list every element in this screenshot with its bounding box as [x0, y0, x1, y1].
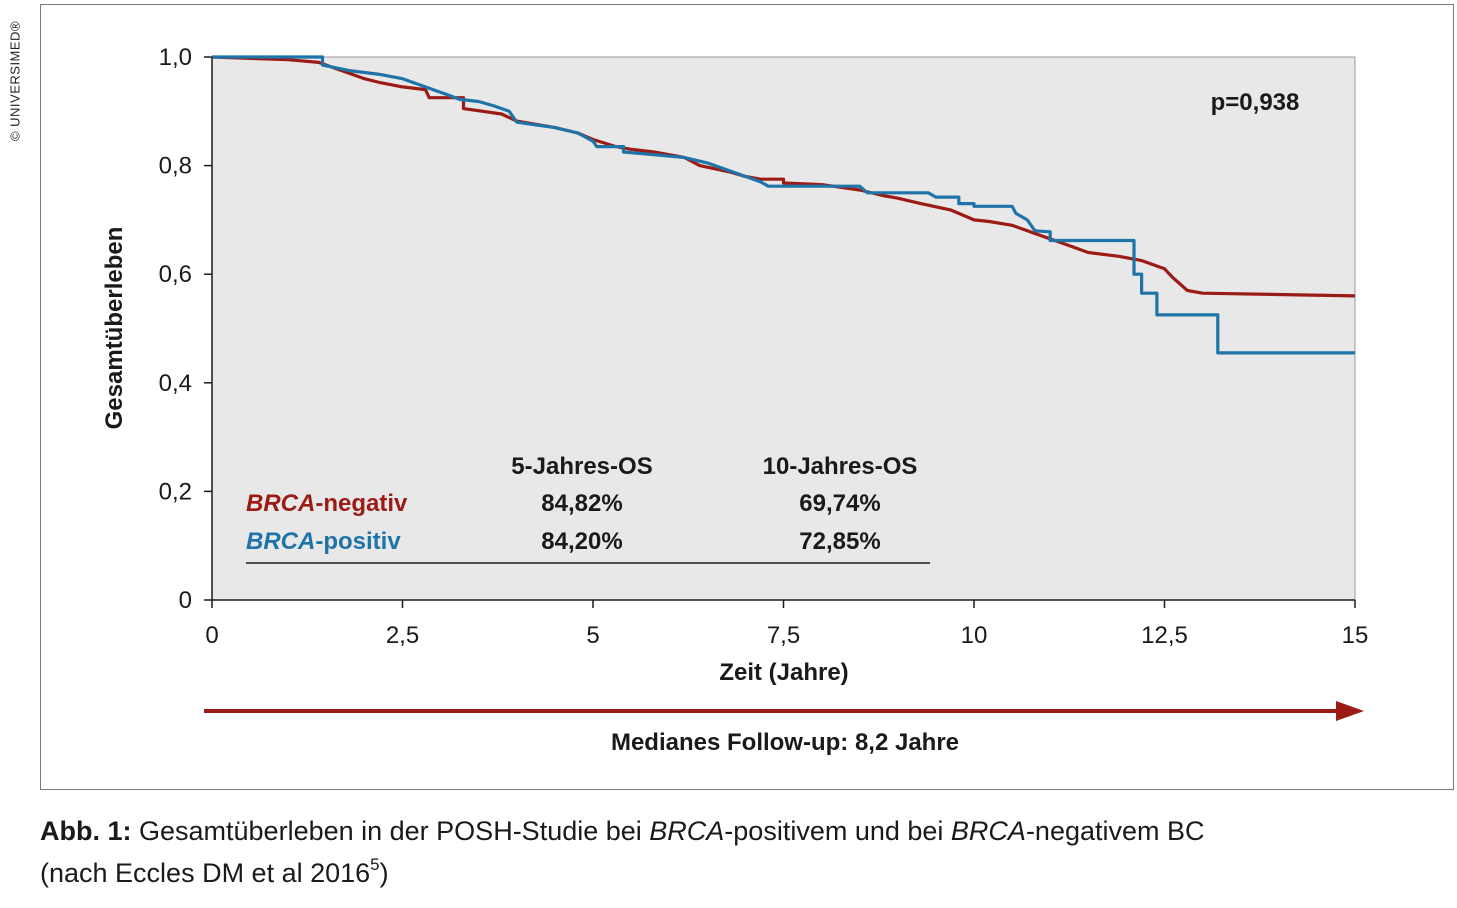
table-cell: 84,82%	[541, 490, 622, 517]
x-tick-label: 10	[961, 622, 988, 649]
x-tick-label: 0	[205, 622, 218, 649]
table-cell: 69,74%	[799, 490, 880, 517]
x-tick-label: 7,5	[767, 622, 800, 649]
y-tick-label: 0,4	[159, 370, 192, 397]
caption-reference: 5	[370, 855, 380, 874]
followup-label: Medianes Follow-up: 8,2 Jahre	[611, 729, 959, 756]
plot-area	[211, 56, 1356, 601]
caption-text: )	[379, 858, 389, 888]
figure-caption: Abb. 1: Gesamtüberleben in der POSH-Stud…	[40, 810, 1440, 894]
x-tick-label: 12,5	[1141, 622, 1188, 649]
survival-chart: 0 0,2 0,4 0,6 0,8 1,0 0 2,5 5 7,5 10 12,5 15 Gesamtü…	[101, 44, 1369, 756]
figure-frame	[40, 4, 1454, 790]
y-tick-label: 0,2	[159, 478, 192, 505]
caption-text: -positivem und bei	[724, 816, 951, 846]
caption-label: Abb. 1:	[40, 816, 132, 846]
y-tick-label: 0,6	[159, 261, 192, 288]
caption-text: Gesamtüberleben in der POSH-Studie bei	[131, 816, 650, 846]
y-tick-label: 1,0	[159, 44, 192, 71]
legend-brca-negativ: BRCA-negativ	[246, 490, 408, 517]
followup-arrow-group: Medianes Follow-up: 8,2 Jahre	[204, 701, 1364, 756]
table-cell: 84,20%	[541, 528, 622, 555]
y-tick-label: 0	[179, 587, 192, 614]
x-tick-label: 2,5	[386, 622, 419, 649]
x-tick-label: 5	[586, 622, 599, 649]
caption-text: -negativem BC	[1025, 816, 1205, 846]
table-header-5yr: 5-Jahres-OS	[511, 453, 652, 480]
table-header-10yr: 10-Jahres-OS	[763, 453, 918, 480]
y-tick-label: 0,8	[159, 153, 192, 180]
y-axis-label: Gesamtüberleben	[101, 227, 128, 430]
x-tick-label: 15	[1342, 622, 1369, 649]
os-table: 5-Jahres-OS 10-Jahres-OS BRCA-negativ BR…	[246, 453, 930, 564]
series-group	[211, 55, 1356, 355]
caption-brca: BRCA	[649, 816, 725, 846]
p-value-annotation: p=0,938	[1211, 89, 1300, 116]
followup-arrow-head	[1336, 701, 1364, 721]
table-cell: 72,85%	[799, 528, 880, 555]
x-axis-label: Zeit (Jahre)	[719, 659, 848, 686]
caption-brca: BRCA	[950, 816, 1026, 846]
series-line-brca-positiv	[212, 55, 1355, 355]
caption-citation: (nach Eccles DM et al 2016	[40, 858, 371, 888]
ticks-group: 0 0,2 0,4 0,6 0,8 1,0 0 2,5 5 7,5 10 12,5 15	[159, 44, 1369, 649]
legend-brca-positiv: BRCA-positiv	[246, 528, 401, 555]
